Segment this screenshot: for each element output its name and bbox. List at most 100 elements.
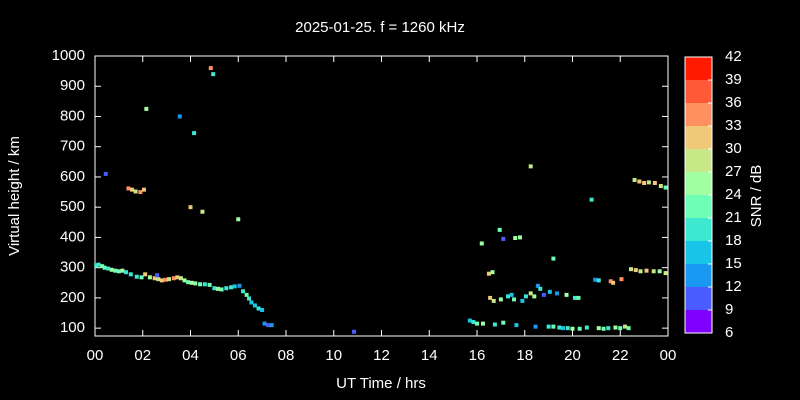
y-tick-label: 700 bbox=[60, 138, 85, 155]
data-point bbox=[237, 283, 242, 288]
data-point bbox=[139, 275, 144, 280]
colorbar-tick-label: 24 bbox=[725, 186, 742, 203]
data-point bbox=[175, 275, 180, 280]
data-point bbox=[141, 187, 146, 192]
colorbar-tick-label: 21 bbox=[725, 209, 742, 226]
data-point bbox=[642, 180, 647, 185]
data-point bbox=[570, 326, 575, 331]
data-point bbox=[198, 282, 203, 287]
data-point bbox=[533, 324, 538, 329]
colorbar-tick-label: 15 bbox=[725, 255, 742, 272]
x-tick-label: 00 bbox=[87, 347, 104, 364]
data-point bbox=[576, 295, 581, 300]
data-point bbox=[262, 321, 267, 326]
data-point bbox=[103, 171, 108, 176]
data-point bbox=[189, 280, 194, 285]
data-point bbox=[613, 325, 618, 330]
colorbar-band bbox=[685, 57, 712, 80]
colorbar-band bbox=[685, 287, 712, 310]
data-point bbox=[606, 326, 611, 331]
data-point bbox=[506, 294, 511, 299]
data-point bbox=[632, 177, 637, 182]
x-tick-label: 14 bbox=[421, 347, 438, 364]
data-point bbox=[497, 227, 502, 232]
data-point bbox=[124, 270, 129, 275]
data-point bbox=[113, 268, 118, 273]
data-point bbox=[215, 286, 220, 291]
plot-frame bbox=[94, 55, 669, 337]
y-tick-label: 400 bbox=[60, 228, 85, 245]
colorbar-band bbox=[685, 126, 712, 149]
y-tick-label: 300 bbox=[60, 259, 85, 276]
x-tick-label: 10 bbox=[325, 347, 342, 364]
data-point bbox=[229, 285, 234, 290]
data-point bbox=[513, 236, 518, 241]
data-point bbox=[572, 295, 577, 300]
data-point bbox=[192, 131, 197, 136]
data-point bbox=[126, 186, 131, 191]
data-point bbox=[651, 269, 656, 274]
data-point bbox=[177, 114, 182, 119]
data-point bbox=[509, 292, 514, 297]
data-point bbox=[486, 271, 491, 276]
data-point bbox=[541, 292, 546, 297]
colorbar-band bbox=[685, 149, 712, 172]
colorbar-tick-label: 30 bbox=[725, 140, 742, 157]
data-point bbox=[479, 241, 484, 246]
data-point bbox=[246, 296, 251, 301]
data-point bbox=[182, 278, 187, 283]
data-point bbox=[514, 323, 519, 328]
data-point bbox=[596, 326, 601, 331]
data-point bbox=[100, 264, 105, 269]
x-axis-label: UT Time / hrs bbox=[336, 375, 426, 392]
data-point bbox=[260, 307, 265, 312]
data-point bbox=[523, 294, 528, 299]
data-point bbox=[633, 268, 638, 273]
y-tick-label: 100 bbox=[60, 319, 85, 336]
data-point bbox=[491, 298, 496, 303]
y-tick-label: 600 bbox=[60, 168, 85, 185]
data-point bbox=[528, 291, 533, 296]
data-point bbox=[663, 271, 668, 276]
colorbar-label: SNR / dB bbox=[748, 165, 765, 228]
data-point bbox=[212, 286, 217, 291]
data-point bbox=[94, 263, 99, 268]
colorbar-tick-label: 27 bbox=[725, 163, 742, 180]
y-axis-label: Virtual height / km bbox=[6, 136, 23, 256]
data-point bbox=[475, 321, 479, 326]
colorbar-band bbox=[685, 264, 712, 287]
colorbar-band bbox=[685, 195, 712, 218]
colorbar-band bbox=[685, 241, 712, 264]
data-point bbox=[224, 286, 229, 291]
data-point bbox=[232, 284, 237, 289]
data-point bbox=[538, 286, 543, 291]
colorbar-band bbox=[685, 103, 712, 126]
data-point bbox=[352, 329, 357, 334]
data-point bbox=[618, 326, 623, 331]
data-point bbox=[619, 277, 624, 282]
data-point bbox=[626, 326, 631, 331]
data-point bbox=[256, 306, 261, 311]
data-point bbox=[266, 323, 271, 328]
data-point bbox=[658, 184, 663, 189]
colorbar-tick-label: 9 bbox=[725, 301, 733, 318]
data-point bbox=[593, 277, 598, 282]
data-point bbox=[623, 324, 628, 329]
x-tick-label: 12 bbox=[373, 347, 390, 364]
x-tick-label: 16 bbox=[469, 347, 486, 364]
data-point bbox=[535, 283, 540, 288]
data-point bbox=[608, 279, 613, 284]
data-point bbox=[143, 272, 148, 277]
data-point bbox=[171, 276, 176, 281]
data-point bbox=[96, 262, 101, 267]
data-point bbox=[577, 326, 582, 331]
data-point bbox=[116, 269, 121, 274]
data-point bbox=[601, 326, 606, 331]
data-point bbox=[152, 276, 157, 281]
x-tick-label: 04 bbox=[182, 347, 199, 364]
data-point bbox=[488, 295, 493, 300]
data-point bbox=[138, 190, 143, 195]
x-tick-label: 08 bbox=[278, 347, 295, 364]
data-point bbox=[244, 292, 249, 297]
